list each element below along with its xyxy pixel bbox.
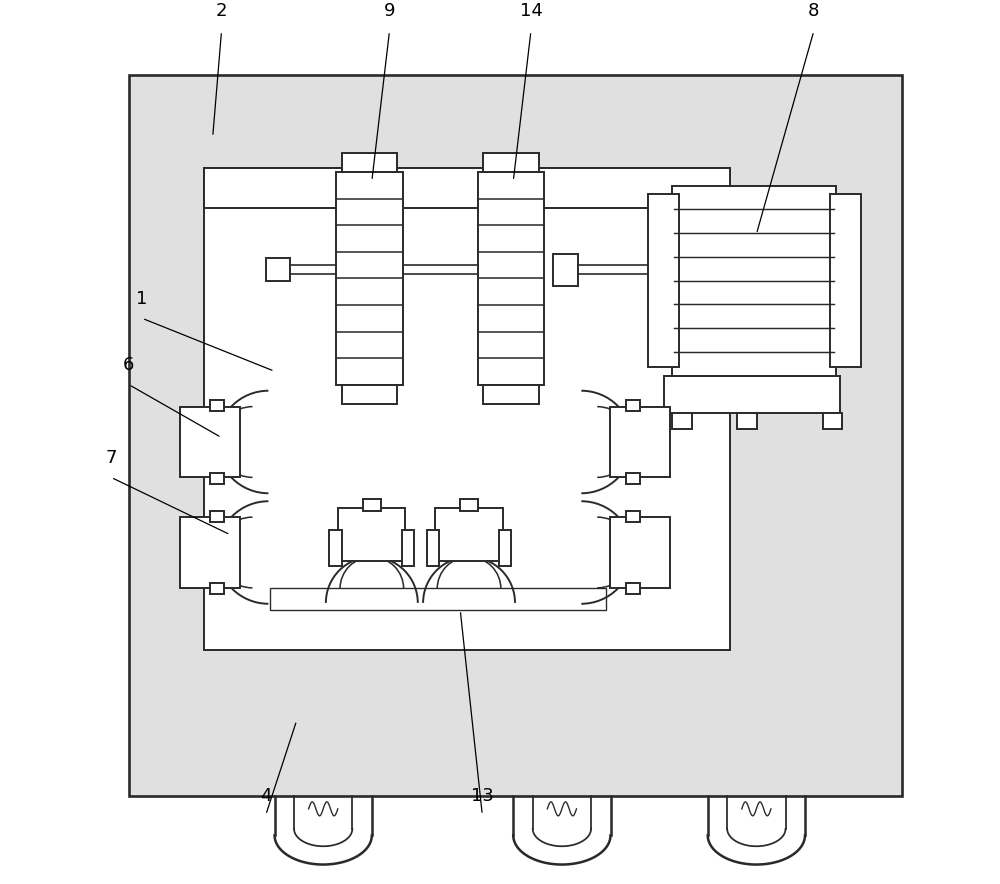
Text: 1: 1 xyxy=(136,290,148,308)
Bar xyxy=(427,530,439,566)
Text: 7: 7 xyxy=(105,449,117,467)
Bar xyxy=(664,376,840,413)
Bar xyxy=(626,473,640,484)
Bar xyxy=(626,583,640,594)
Text: 4: 4 xyxy=(260,787,271,804)
Text: 9: 9 xyxy=(384,3,395,20)
Bar xyxy=(338,508,405,561)
Bar xyxy=(129,75,902,796)
Bar xyxy=(483,385,539,404)
Bar xyxy=(435,508,503,561)
Bar xyxy=(180,517,240,588)
Bar xyxy=(672,186,836,376)
Bar xyxy=(626,511,640,522)
Bar xyxy=(180,407,240,477)
Bar xyxy=(342,153,397,172)
Bar xyxy=(478,172,544,385)
Bar xyxy=(648,194,679,367)
Bar xyxy=(626,400,640,411)
Bar xyxy=(210,473,224,484)
Bar xyxy=(402,530,414,566)
Bar xyxy=(204,168,730,650)
Text: 14: 14 xyxy=(520,3,542,20)
Bar xyxy=(210,400,224,411)
Bar xyxy=(266,258,290,281)
Bar xyxy=(204,168,730,208)
Bar xyxy=(336,172,403,385)
Text: 13: 13 xyxy=(471,787,494,804)
Bar xyxy=(329,530,342,566)
Bar xyxy=(460,499,478,511)
Bar xyxy=(610,517,670,588)
Bar xyxy=(483,153,539,172)
Text: 2: 2 xyxy=(216,3,227,20)
Bar xyxy=(830,194,861,367)
Text: 8: 8 xyxy=(808,3,820,20)
Bar xyxy=(553,254,578,286)
Bar xyxy=(672,413,692,429)
Bar xyxy=(210,511,224,522)
Bar xyxy=(823,413,842,429)
Bar xyxy=(270,588,606,610)
Text: 6: 6 xyxy=(123,356,134,374)
Bar xyxy=(363,499,381,511)
Bar xyxy=(610,407,670,477)
Bar xyxy=(342,385,397,404)
Bar xyxy=(210,583,224,594)
Bar xyxy=(499,530,511,566)
Bar xyxy=(737,413,757,429)
